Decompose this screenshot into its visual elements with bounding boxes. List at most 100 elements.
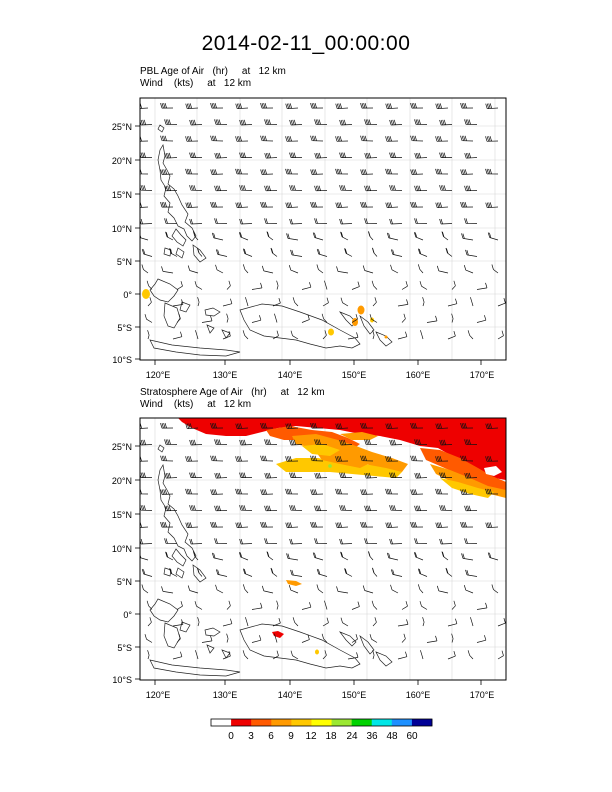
wind-barb [164, 538, 178, 544]
colorbar: 0 3 6 9 12 18 24 36 48 60 [210, 718, 433, 742]
wind-barb [485, 136, 499, 142]
panel1-field-label: PBL Age of Air (hr) at 12 km [140, 66, 286, 77]
wind-barb [288, 264, 299, 274]
wind-barb [251, 635, 262, 643]
wind-barb [239, 185, 253, 191]
wind-barb [222, 650, 231, 660]
wind-barb [214, 218, 228, 224]
wind-barb [285, 168, 299, 175]
wind-barb [322, 617, 329, 627]
wind-barb [364, 152, 378, 159]
panel1-lon-label: 160°E [406, 370, 431, 380]
wind-barb [364, 505, 378, 512]
wind-barb [260, 422, 274, 429]
panel2-lat-label: 0° [123, 610, 132, 620]
wind-barb [389, 505, 403, 511]
wind-barb [401, 281, 408, 290]
wind-barb [487, 552, 499, 561]
wind-barb [344, 248, 353, 257]
colorbar-cell [331, 719, 352, 726]
wind-barb [397, 331, 408, 340]
wind-barb [364, 538, 378, 544]
wind-barb [164, 472, 178, 479]
wind-barb [419, 281, 428, 290]
wind-barb [264, 505, 278, 512]
panel1-lat-label: 20°N [112, 156, 132, 166]
wind-barb [314, 119, 328, 125]
panel1-lat-label: 25°N [112, 122, 132, 132]
colorbar-cell [211, 719, 232, 726]
wind-barb [301, 282, 312, 290]
wind-barb [339, 439, 353, 446]
wind-barb [289, 152, 303, 158]
wind-barb [401, 601, 408, 610]
wind-barb [289, 218, 303, 225]
wind-barb [497, 330, 504, 340]
colorbar-cell [371, 719, 393, 726]
wind-barb [464, 505, 478, 512]
wind-barb [292, 297, 299, 307]
wind-barb [386, 552, 399, 561]
wind-barb [285, 456, 299, 462]
wind-barb [245, 617, 249, 627]
wind-barb [140, 218, 153, 225]
panel1-lat-label: 5°N [117, 257, 132, 267]
wind-barb [201, 635, 213, 643]
wind-barb [410, 489, 424, 495]
wind-barb [214, 538, 228, 544]
wind-barb [160, 135, 174, 142]
wind-barb [364, 119, 378, 125]
wind-barb [214, 472, 228, 479]
wind-barb [461, 553, 474, 561]
wind-barb [422, 297, 425, 307]
wind-barb [144, 314, 153, 323]
wind-barb [288, 584, 299, 594]
wind-barb [301, 634, 310, 643]
wind-barb [401, 633, 406, 643]
wind-barb [164, 439, 178, 445]
wind-barb [464, 538, 478, 544]
wind-barb [451, 280, 456, 290]
wind-barb [264, 538, 278, 544]
wind-barb [414, 538, 428, 544]
wind-barb [417, 248, 428, 257]
wind-barb [160, 102, 174, 109]
panel2-lat-label: 5°N [117, 577, 132, 587]
wind-barb [401, 313, 406, 323]
wind-barb [301, 314, 310, 323]
wind-barb [239, 119, 253, 126]
wind-barb [397, 299, 409, 307]
wind-barb [385, 488, 399, 495]
panel2-field-label: Stratosphere Age of Air (hr) at 12 km [140, 387, 325, 398]
wind-barb [194, 601, 203, 610]
wind-barb [235, 103, 249, 110]
wind-barb [435, 103, 449, 110]
wind-barb [214, 505, 228, 512]
wind-barb [372, 617, 377, 627]
wind-barb [140, 119, 153, 126]
wind-barb [439, 185, 453, 191]
wind-barb [140, 168, 149, 175]
wind-barb [147, 617, 152, 627]
wind-barb [270, 567, 278, 577]
wind-barb [245, 297, 249, 307]
panel2-grid [140, 418, 506, 680]
wind-barb [146, 280, 153, 290]
wind-barb [451, 313, 454, 323]
wind-barb [211, 552, 224, 561]
wind-barb [270, 247, 278, 257]
wind-barb [439, 505, 453, 511]
wind-barb [310, 489, 324, 495]
wind-barb [164, 505, 178, 512]
wind-barb [464, 119, 478, 125]
wind-barb [435, 488, 449, 495]
wind-barb [176, 313, 181, 323]
wind-barb [360, 169, 374, 175]
wind-barb [222, 618, 233, 627]
wind-barb [141, 264, 149, 274]
wind-barb [264, 185, 278, 192]
wind-barb [292, 617, 299, 627]
panel2-ticks [135, 445, 482, 685]
wind-barb [464, 152, 478, 159]
wind-barb [226, 313, 229, 323]
